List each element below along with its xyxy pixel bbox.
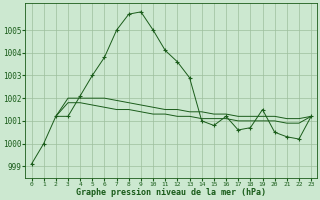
X-axis label: Graphe pression niveau de la mer (hPa): Graphe pression niveau de la mer (hPa) bbox=[76, 188, 266, 197]
